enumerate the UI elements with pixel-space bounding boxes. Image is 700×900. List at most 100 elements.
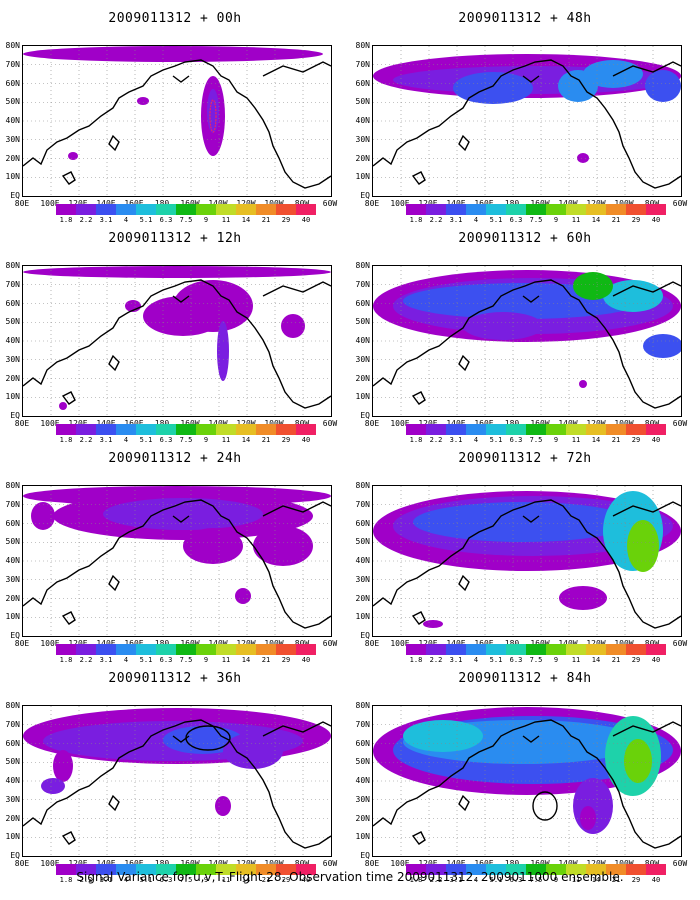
- colorbar-label: 1.8: [59, 876, 73, 884]
- highlight-circle: [532, 791, 558, 821]
- variance-map: [22, 705, 332, 857]
- colorbar-label: 6.3: [159, 876, 173, 884]
- map-panel: 2009011312 + 72h 80N 70N 60N 50N 40N 30N 20N 10N…: [350, 445, 700, 667]
- variance-region: [223, 733, 283, 769]
- coastline: [612, 501, 681, 517]
- lat-tick-label: 20N: [355, 153, 370, 163]
- lon-tick-label: 120E: [413, 199, 443, 208]
- variance-region: [579, 380, 587, 388]
- lon-tick-label: 60W: [322, 639, 338, 648]
- colorbar-swatch: [196, 204, 216, 215]
- lon-tick-label: 80E: [14, 199, 30, 208]
- colorbar-swatch: [296, 864, 316, 875]
- lon-tick-label: 140W: [553, 199, 583, 208]
- colorbar-label: 5.1: [489, 216, 503, 224]
- variance-map: [372, 485, 682, 637]
- colorbar-swatch: [276, 864, 296, 875]
- coastline: [108, 134, 120, 152]
- lon-tick-label: 80W: [637, 859, 667, 868]
- coastline: [411, 831, 426, 845]
- coastline: [458, 134, 470, 152]
- lat-tick-label: 80N: [355, 41, 370, 50]
- colorbar-label: 9: [553, 436, 559, 444]
- coastline: [458, 794, 470, 812]
- colorbar-label: 2.2: [79, 656, 93, 664]
- colorbar-swatch: [136, 424, 156, 435]
- colorbar-label: 5.1: [489, 656, 503, 664]
- lat-tick-label: 40N: [5, 336, 20, 345]
- colorbar-label: 2.2: [429, 216, 443, 224]
- variance-map: [372, 45, 682, 197]
- colorbar-label: 40: [651, 216, 661, 224]
- variance-region: [583, 60, 643, 88]
- lon-tick-label: 100W: [609, 419, 639, 428]
- variance-region: [627, 520, 659, 572]
- colorbar-swatch: [426, 424, 446, 435]
- lat-tick-label: 70N: [355, 279, 370, 289]
- colorbar-label: 5.1: [489, 436, 503, 444]
- colorbar-swatch: [56, 424, 76, 435]
- colorbar-swatch: [566, 644, 586, 655]
- lon-tick-label: 80E: [14, 639, 30, 648]
- lat-tick-label: 10N: [355, 392, 370, 402]
- coastline: [411, 171, 426, 185]
- lon-tick-label: 120W: [231, 859, 261, 868]
- variance-region: [143, 296, 223, 336]
- colorbar-label: 3.1: [449, 876, 463, 884]
- lon-tick-label: 160W: [175, 199, 205, 208]
- lon-tick-label: 140E: [441, 199, 471, 208]
- colorbar-swatch: [156, 424, 176, 435]
- colorbar-label: 6.3: [509, 436, 523, 444]
- colorbar-swatch: [296, 204, 316, 215]
- lon-tick-label: 80E: [14, 419, 30, 428]
- colorbar-label: 21: [261, 876, 271, 884]
- lon-tick-label: 100E: [40, 859, 60, 868]
- colorbar-swatch: [526, 424, 546, 435]
- lon-tick-label: 120W: [231, 419, 261, 428]
- panel-title: 2009011312 + 48h: [458, 11, 592, 26]
- lat-tick-label: 70N: [5, 279, 20, 289]
- colorbar-swatch: [646, 864, 666, 875]
- map-panel: 2009011312 + 36h 80N 70N 60N 50N 40N 30N 20N 10N…: [0, 665, 350, 887]
- variance-region: [215, 796, 231, 816]
- lon-tick-label: 180: [497, 859, 527, 868]
- lon-tick-label: 160W: [175, 639, 205, 648]
- colorbar-label: 9: [203, 876, 209, 884]
- panel-title: 2009011312 + 12h: [108, 231, 242, 246]
- colorbar-swatch: [486, 204, 506, 215]
- colorbar: [406, 864, 666, 875]
- lon-tick-label: 160W: [525, 859, 555, 868]
- panel-title: 2009011312 + 36h: [108, 671, 242, 686]
- lat-tick-label: 60N: [355, 78, 370, 88]
- lon-tick-label: 160E: [469, 199, 499, 208]
- panel-title: 2009011312 + 72h: [458, 451, 592, 466]
- colorbar-swatch: [406, 204, 426, 215]
- colorbar-label: 6.3: [509, 656, 523, 664]
- lat-tick-label: 30N: [5, 794, 20, 804]
- lon-tick-label: 80W: [287, 199, 317, 208]
- lon-tick-label: 140E: [441, 859, 471, 868]
- colorbar-swatch: [256, 424, 276, 435]
- colorbar-label: 11: [571, 656, 581, 664]
- lon-tick-label: 140E: [91, 199, 121, 208]
- colorbar-swatch: [136, 204, 156, 215]
- variance-map: [372, 265, 682, 417]
- lon-tick-label: 180: [147, 859, 177, 868]
- lon-tick-label: 140E: [441, 419, 471, 428]
- colorbar-label: 29: [631, 656, 641, 664]
- variance-region: [103, 498, 263, 530]
- lat-tick-label: 70N: [355, 719, 370, 729]
- colorbar-swatch: [426, 644, 446, 655]
- variance-region: [41, 778, 65, 794]
- lon-tick-label: 120E: [413, 639, 443, 648]
- lon-tick-label: 180: [497, 639, 527, 648]
- variance-region: [643, 334, 681, 358]
- colorbar-swatch: [176, 864, 196, 875]
- colorbar-swatch: [116, 204, 136, 215]
- colorbar-swatch: [296, 644, 316, 655]
- colorbar-swatch: [76, 644, 96, 655]
- colorbar-label: 21: [261, 656, 271, 664]
- colorbar: [406, 204, 666, 215]
- colorbar-swatch: [546, 864, 566, 875]
- colorbar-label: 11: [221, 876, 231, 884]
